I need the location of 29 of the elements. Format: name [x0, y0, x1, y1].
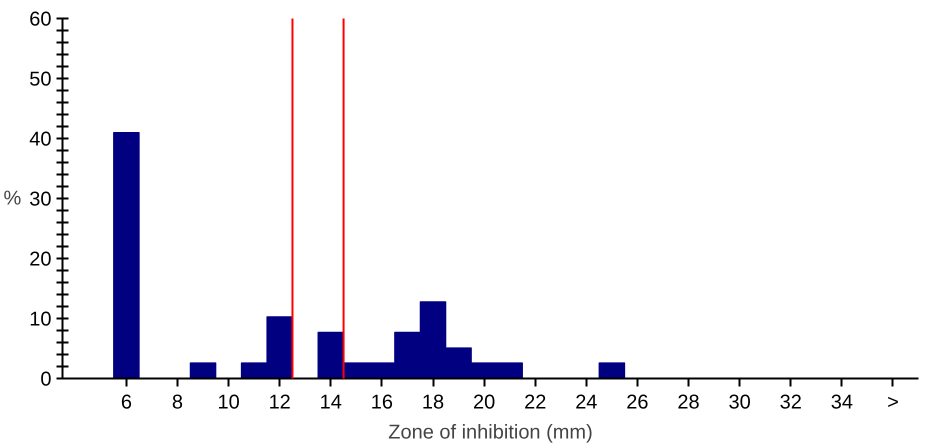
x-tick-label: 8 — [172, 392, 184, 414]
x-tick-label: > — [887, 392, 899, 414]
y-tick-label: 10 — [29, 308, 52, 330]
x-tick-label: 34 — [830, 392, 853, 414]
x-tick-label: 28 — [677, 392, 700, 414]
x-tick-label: 14 — [320, 392, 342, 414]
y-tick-label: 50 — [29, 68, 52, 90]
bar — [318, 332, 344, 378]
y-tick-label: 20 — [29, 248, 52, 270]
x-axis-title: Zone of inhibition (mm) — [388, 422, 593, 444]
x-tick-label: 6 — [120, 392, 132, 414]
x-tick-label: 32 — [780, 392, 802, 414]
y-tick-label: 0 — [40, 368, 52, 390]
x-tick-label: 18 — [422, 392, 444, 414]
x-tick-label: 24 — [575, 392, 598, 414]
x-tick-label: 10 — [217, 392, 240, 414]
x-tick-label: 16 — [370, 392, 394, 414]
bar — [598, 362, 626, 378]
y-tick-label: 40 — [29, 128, 52, 150]
bar — [113, 132, 140, 378]
x-tick-label: 26 — [626, 392, 649, 414]
x-tick-label: 12 — [268, 392, 291, 414]
x-tick-label: 30 — [728, 392, 751, 414]
y-axis-title: % — [3, 188, 22, 210]
x-tick-label: 20 — [472, 392, 496, 414]
y-tick-label: 30 — [29, 188, 52, 210]
bar — [190, 362, 216, 378]
x-tick-label: 22 — [524, 392, 546, 414]
y-tick-label: 60 — [29, 8, 52, 30]
